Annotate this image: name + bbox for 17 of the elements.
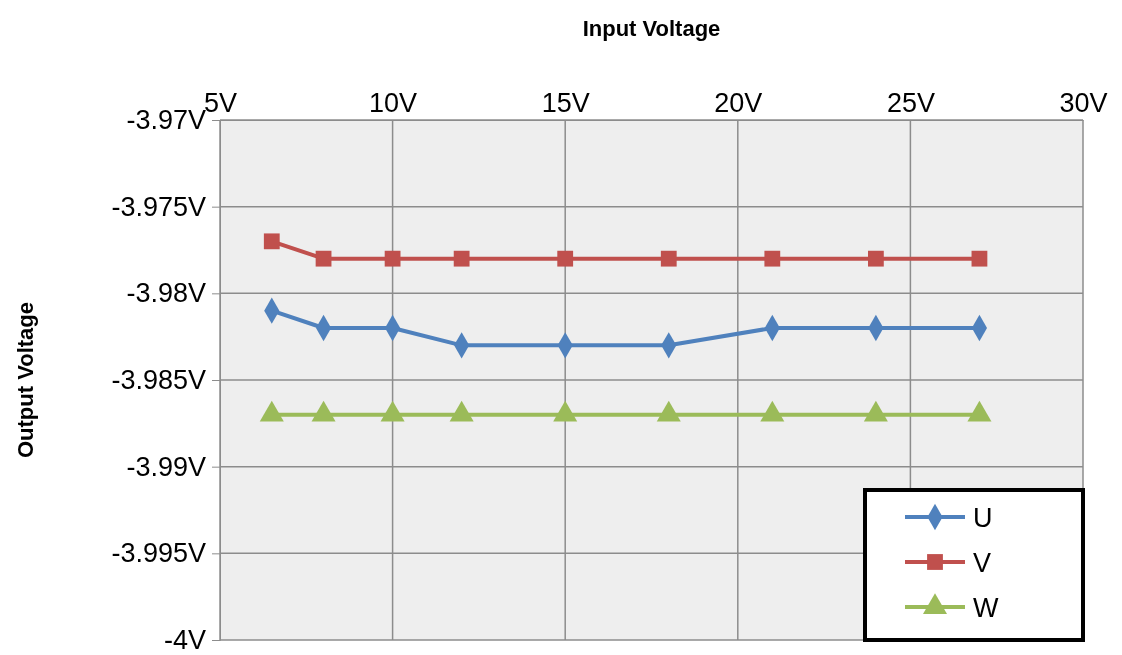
x-axis-title: Input Voltage <box>582 16 721 41</box>
x-tick-label: 25V <box>886 88 935 118</box>
y-tick-label: -3.99V <box>126 451 206 482</box>
y-tick-label: -4V <box>163 625 206 655</box>
x-tick-label: 30V <box>1059 88 1108 118</box>
y-tick-label: -3.995V <box>111 538 206 569</box>
y-tick-label: -3.97V <box>126 105 206 136</box>
legend-label: V <box>973 548 992 578</box>
y-tick-label: -3.985V <box>111 365 206 396</box>
legend-label: U <box>973 503 993 533</box>
x-tick-label: 15V <box>541 88 590 118</box>
y-tick-label: -3.98V <box>126 278 206 309</box>
legend-label: W <box>973 593 999 623</box>
y-tick-label: -3.975V <box>111 191 206 222</box>
y-axis-title: Output Voltage <box>13 301 38 459</box>
x-tick-label: 20V <box>714 88 763 118</box>
x-tick-label: 10V <box>369 88 418 118</box>
